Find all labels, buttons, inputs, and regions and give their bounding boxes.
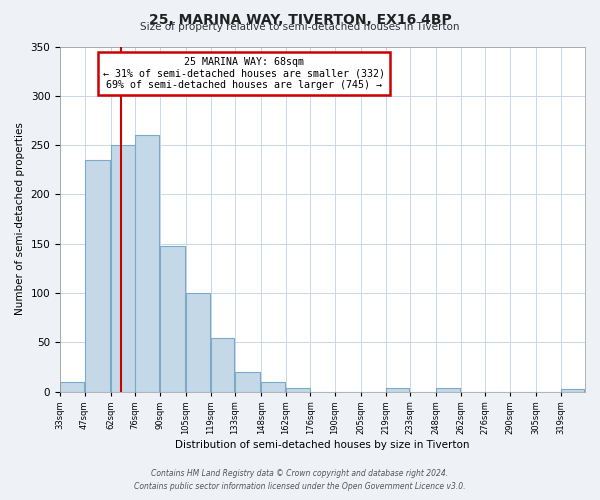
Text: Contains HM Land Registry data © Crown copyright and database right 2024.
Contai: Contains HM Land Registry data © Crown c… bbox=[134, 470, 466, 491]
Bar bbox=[261, 382, 285, 392]
Bar bbox=[235, 372, 260, 392]
Bar bbox=[560, 388, 584, 392]
Bar bbox=[386, 388, 409, 392]
Text: 25, MARINA WAY, TIVERTON, EX16 4BP: 25, MARINA WAY, TIVERTON, EX16 4BP bbox=[149, 12, 451, 26]
Bar bbox=[186, 293, 210, 392]
Bar bbox=[135, 135, 159, 392]
Text: Size of property relative to semi-detached houses in Tiverton: Size of property relative to semi-detach… bbox=[140, 22, 460, 32]
Bar bbox=[286, 388, 310, 392]
X-axis label: Distribution of semi-detached houses by size in Tiverton: Distribution of semi-detached houses by … bbox=[175, 440, 470, 450]
Bar bbox=[60, 382, 84, 392]
Bar bbox=[160, 246, 185, 392]
Bar bbox=[111, 145, 134, 392]
Bar bbox=[211, 338, 234, 392]
Bar bbox=[436, 388, 460, 392]
Text: 25 MARINA WAY: 68sqm
← 31% of semi-detached houses are smaller (332)
69% of semi: 25 MARINA WAY: 68sqm ← 31% of semi-detac… bbox=[103, 57, 385, 90]
Y-axis label: Number of semi-detached properties: Number of semi-detached properties bbox=[15, 122, 25, 316]
Bar bbox=[85, 160, 110, 392]
